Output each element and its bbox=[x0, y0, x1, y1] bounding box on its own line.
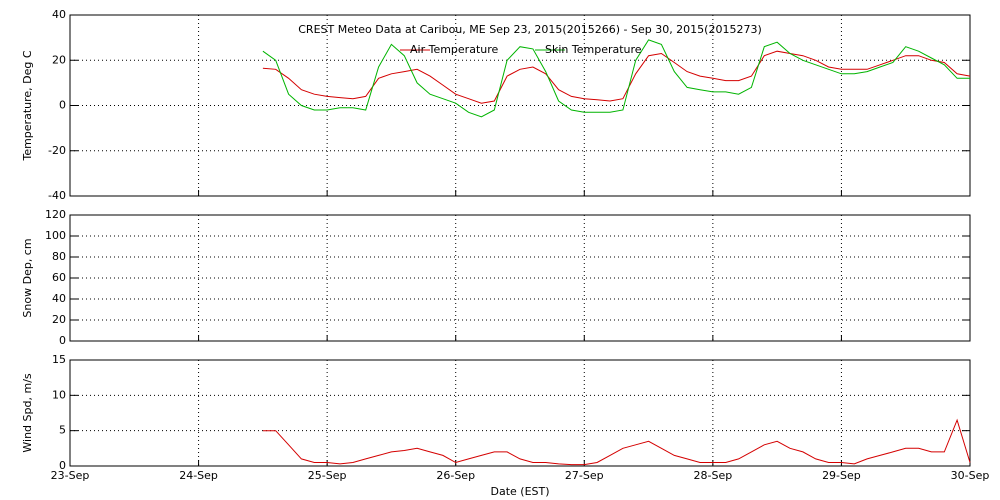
plot-frame bbox=[69, 14, 971, 197]
y-axis-label: Snow Dep, cm bbox=[21, 238, 34, 317]
y-tick-label: 40 bbox=[52, 8, 66, 21]
y-axis-label: Wind Spd, m/s bbox=[21, 373, 34, 453]
y-tick-label: 120 bbox=[45, 208, 66, 221]
series-line bbox=[262, 39, 970, 118]
y-tick-label: 10 bbox=[52, 388, 66, 401]
y-tick-label: 15 bbox=[52, 353, 66, 366]
x-tick-label: 26-Sep bbox=[436, 469, 475, 482]
x-tick-label: 25-Sep bbox=[308, 469, 347, 482]
y-tick-label: -20 bbox=[48, 144, 66, 157]
x-tick-label: 29-Sep bbox=[822, 469, 861, 482]
chart-title: CREST Meteo Data at Caribou, ME Sep 23, … bbox=[298, 23, 762, 36]
series-line bbox=[262, 418, 971, 466]
x-axis-label: Date (EST) bbox=[490, 485, 549, 498]
series-line bbox=[262, 50, 971, 104]
y-tick-label: 20 bbox=[52, 53, 66, 66]
legend-label: Air Temperature bbox=[410, 43, 499, 56]
x-tick-label: 23-Sep bbox=[51, 469, 90, 482]
y-tick-label: 0 bbox=[59, 334, 66, 347]
y-tick-label: 0 bbox=[59, 99, 66, 112]
plot-frame bbox=[69, 214, 971, 342]
y-tick-label: -40 bbox=[48, 189, 66, 202]
y-tick-label: 0 bbox=[59, 459, 66, 472]
x-tick-label: 24-Sep bbox=[179, 469, 218, 482]
x-tick-label: 30-Sep bbox=[951, 469, 990, 482]
y-tick-label: 5 bbox=[59, 424, 66, 437]
y-tick-label: 100 bbox=[45, 229, 66, 242]
y-axis-label: Temperature, Deg C bbox=[21, 50, 34, 161]
plot-frame bbox=[69, 359, 971, 467]
y-tick-label: 20 bbox=[52, 313, 66, 326]
y-tick-label: 80 bbox=[52, 250, 66, 263]
y-tick-label: 60 bbox=[52, 271, 66, 284]
legend-label: Skin Temperature bbox=[545, 43, 642, 56]
y-tick-label: 40 bbox=[52, 292, 66, 305]
x-tick-label: 27-Sep bbox=[565, 469, 604, 482]
x-tick-label: 28-Sep bbox=[694, 469, 733, 482]
